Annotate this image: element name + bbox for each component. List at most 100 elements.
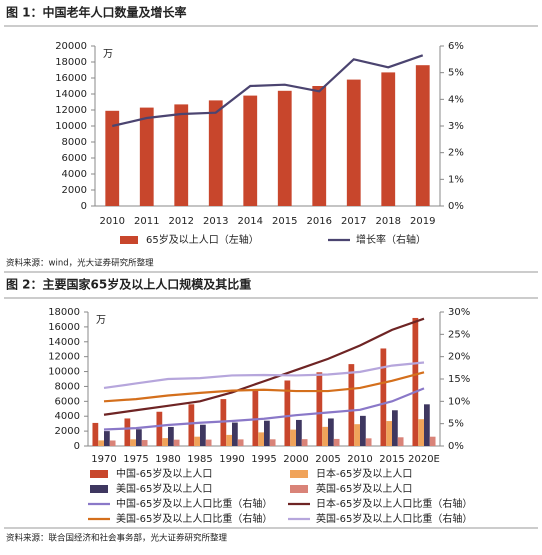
bar (168, 426, 174, 446)
figure-title: 图 2：主要国家65岁及以上人口规模及其比重 (6, 277, 251, 292)
bar (397, 437, 404, 446)
line (103, 361, 425, 390)
y-tick-label: 4000 (62, 169, 87, 180)
y-unit: 万 (103, 49, 113, 60)
x-tick-label: 2013 (203, 216, 228, 227)
legend-swatch (90, 485, 108, 493)
bar (380, 348, 387, 446)
legend-swatch (90, 470, 108, 478)
bar (188, 404, 195, 446)
y-tick-label: 8000 (55, 381, 80, 392)
y2-tick-label: 3% (448, 121, 464, 132)
x-tick-label: 1985 (187, 454, 212, 465)
bar (130, 439, 136, 446)
bar (162, 438, 168, 446)
bar (424, 404, 430, 446)
x-tick-label: 1970 (91, 454, 116, 465)
bar (105, 110, 120, 206)
bar (429, 436, 436, 446)
bar (346, 79, 361, 206)
y-tick-label: 12000 (48, 352, 80, 363)
bar (226, 434, 232, 446)
bar (290, 429, 296, 446)
y-tick-label: 8000 (62, 137, 87, 148)
x-tick-label: 1990 (219, 454, 244, 465)
legend-swatch (290, 470, 308, 478)
legend-label: 日本-65岁及以上人口比重（右轴） (316, 497, 472, 510)
legend-label: 英国-65岁及以上人口 (316, 482, 412, 495)
y2-tick-label: 4% (448, 94, 464, 105)
legend-label: 美国-65岁及以上人口比重（右轴） (116, 512, 272, 525)
y2-tick-label: 5% (448, 419, 464, 430)
bar (277, 90, 292, 206)
bar (415, 65, 430, 206)
y2-tick-label: 25% (448, 329, 470, 340)
legend-label: 日本-65岁及以上人口 (316, 467, 412, 480)
source-note: 资料来源：wind，光大证券研究所整理 (6, 258, 154, 269)
bar (392, 410, 398, 446)
y-tick-label: 10000 (55, 121, 87, 132)
bar (173, 439, 180, 446)
bar (104, 431, 110, 446)
y-tick-label: 16000 (55, 73, 87, 84)
y-tick-label: 18000 (48, 307, 80, 318)
bar (296, 419, 302, 446)
bar (136, 429, 142, 446)
y-tick-label: 2000 (62, 185, 87, 196)
bar (200, 424, 206, 446)
x-tick-label: 2019 (410, 216, 435, 227)
y2-tick-label: 2% (448, 148, 464, 159)
y-tick-label: 0 (81, 201, 87, 212)
legend-swatch (120, 236, 138, 244)
bar (139, 107, 154, 206)
bar (354, 424, 360, 446)
x-tick-label: 2005 (315, 454, 340, 465)
bar (232, 422, 238, 446)
y-tick-label: 6000 (55, 396, 80, 407)
x-tick-label: 2016 (307, 216, 332, 227)
legend-label: 美国-65岁及以上人口 (116, 482, 212, 495)
bar (316, 372, 323, 446)
bar (269, 439, 276, 446)
y-tick-label: 12000 (55, 105, 87, 116)
legend-label: 65岁及以上人口（左轴） (146, 233, 259, 246)
bar (141, 440, 148, 446)
line (103, 371, 425, 403)
bar (333, 438, 340, 446)
bar (98, 440, 104, 446)
y2-tick-label: 20% (448, 352, 470, 363)
y-tick-label: 0 (74, 441, 80, 452)
y-unit: 万 (96, 315, 106, 326)
bar (328, 418, 334, 446)
x-tick-label: 1980 (155, 454, 180, 465)
y-tick-label: 14000 (48, 337, 80, 348)
x-tick-label: 2011 (134, 216, 159, 227)
bar (418, 419, 424, 446)
y2-tick-label: 5% (448, 68, 464, 79)
legend-swatch (290, 485, 308, 493)
x-tick-label: 2020E (408, 454, 440, 465)
figure-title: 图 1：中国老年人口数量及增长率 (6, 5, 187, 20)
y-tick-label: 4000 (55, 411, 80, 422)
x-tick-label: 2010 (100, 216, 125, 227)
y-tick-label: 20000 (55, 41, 87, 52)
bar (322, 426, 328, 446)
y2-tick-label: 0% (448, 441, 464, 452)
bar (92, 422, 99, 446)
bar (156, 411, 163, 446)
y2-tick-label: 15% (448, 374, 470, 385)
x-tick-label: 2015 (379, 454, 404, 465)
bar (109, 440, 116, 446)
bar (301, 439, 308, 446)
y-tick-label: 2000 (55, 426, 80, 437)
bar (264, 420, 270, 446)
y2-tick-label: 0% (448, 201, 464, 212)
y2-tick-label: 1% (448, 174, 464, 185)
legend-label: 中国-65岁及以上人口 (116, 467, 212, 480)
line (112, 54, 424, 128)
legend-label: 英国-65岁及以上人口比重（右轴） (316, 512, 472, 525)
bar (386, 421, 392, 446)
legend-label: 中国-65岁及以上人口比重（右轴） (116, 497, 272, 510)
bar (365, 438, 372, 446)
